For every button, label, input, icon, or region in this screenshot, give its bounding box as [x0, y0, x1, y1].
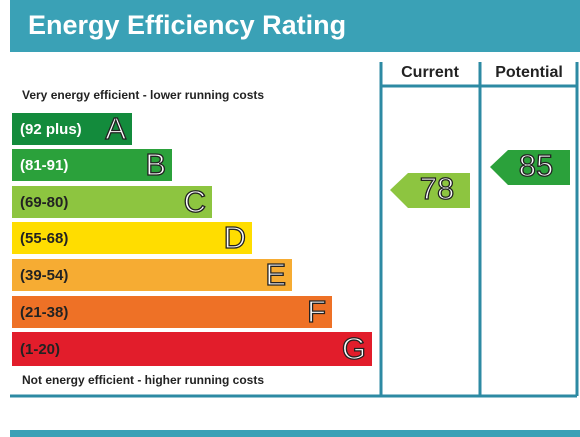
band-range: (55-68): [20, 230, 68, 247]
band-letter: C: [184, 184, 206, 219]
band-bar: [12, 186, 212, 218]
column-header: Current: [401, 64, 459, 81]
band-range: (92 plus): [20, 121, 82, 138]
band-letter: A: [105, 111, 126, 146]
band-range: (81-91): [20, 157, 68, 174]
top-note: Very energy efficient - lower running co…: [22, 88, 264, 102]
grid: [10, 62, 579, 398]
title: Energy Efficiency Rating: [28, 10, 346, 40]
band-bar: [12, 259, 292, 291]
footer-bar: [10, 430, 580, 437]
potential-value: 85: [519, 148, 553, 183]
band-bar: [12, 332, 372, 366]
band-bar: [12, 222, 252, 254]
header-bar: [10, 0, 580, 52]
bottom-note: Not energy efficient - higher running co…: [22, 373, 264, 387]
band-range: (69-80): [20, 194, 68, 211]
band-bar: [12, 113, 132, 145]
current-arrow: [390, 173, 470, 208]
potential-arrow: [490, 150, 570, 185]
band-range: (21-38): [20, 304, 68, 321]
band-range: (1-20): [20, 341, 60, 358]
column-header: Potential: [495, 64, 563, 81]
band-letter: D: [224, 220, 246, 255]
band-bar: [12, 296, 332, 328]
band-range: (39-54): [20, 267, 68, 284]
band-bar: [12, 149, 172, 181]
band-letter: G: [342, 331, 366, 366]
band-letter: E: [265, 257, 286, 292]
current-value: 78: [420, 171, 454, 206]
band-letter: B: [145, 147, 166, 182]
band-letter: F: [307, 294, 326, 329]
